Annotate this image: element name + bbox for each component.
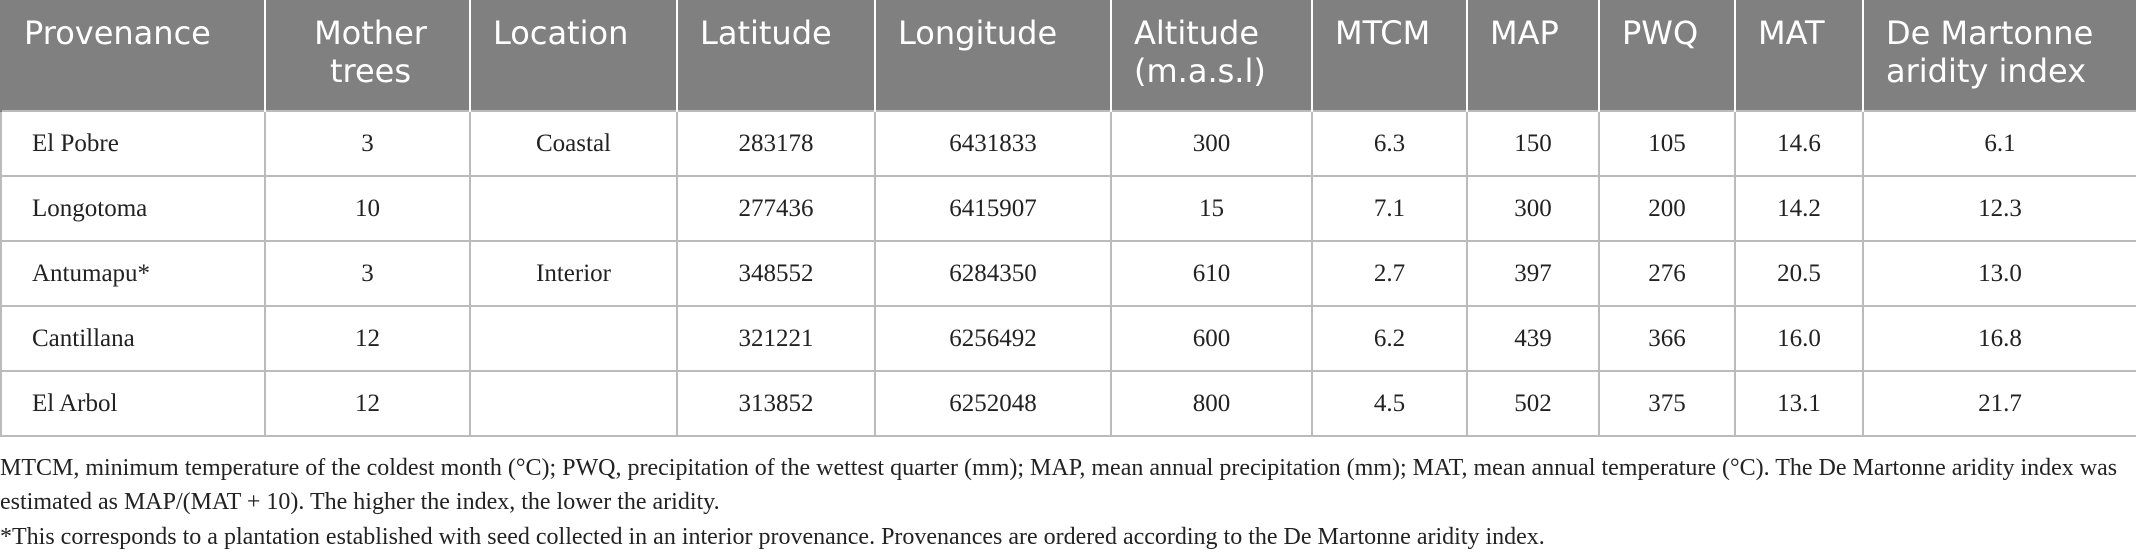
table-cell: Antumapu* [0,240,266,307]
table-cell [469,305,678,372]
footnote: MTCM, minimum temperature of the coldest… [0,455,2118,515]
table-row: El Arbol 12 313852 6252048 800 4.5 502 375 13.1 2… [0,370,2136,437]
header-row: Provenance Mother trees Location Latitude Lo… [0,0,2136,111]
table-cell: 7.1 [1311,175,1468,242]
table-cell: 6256492 [874,305,1112,372]
table-cell: 4.5 [1311,370,1468,437]
table-cell: 375 [1598,370,1736,437]
table-cell: 14.2 [1734,175,1864,242]
table-body: El Pobre 3 Coastal 283178 6431833 300 6.3 150 10… [0,110,2136,437]
table-cell [469,370,678,437]
column-header: PWQ [1598,0,1735,111]
table-cell: 16.0 [1734,305,1864,372]
table-cell: 348552 [676,240,876,307]
column-header: De Martonne aridity index [1862,0,2136,111]
table-cell: 366 [1598,305,1736,372]
table-cell: 150 [1466,110,1600,177]
table-cell: 21.7 [1862,370,2136,437]
table-cell: 3 [264,110,471,177]
table-cell: 276 [1598,240,1736,307]
table-cell: El Pobre [0,110,266,177]
footnotes: MTCM, minimum temperature of the coldest… [0,451,2136,554]
table-row: El Pobre 3 Coastal 283178 6431833 300 6.3 150 10… [0,110,2136,177]
table-cell: 283178 [676,110,876,177]
column-header: MAP [1466,0,1599,111]
table-cell: Coastal [469,110,678,177]
column-header: MTCM [1311,0,1467,111]
table-cell: 300 [1110,110,1313,177]
table-cell: 300 [1466,175,1600,242]
table-cell: 14.6 [1734,110,1864,177]
table-cell: 16.8 [1862,305,2136,372]
column-header: Longitude [874,0,1111,111]
table-cell: 600 [1110,305,1313,372]
table-cell: 277436 [676,175,876,242]
table-cell: Longotoma [0,175,266,242]
footnote: *This corresponds to a plantation establ… [0,524,1545,550]
column-header: Provenance [0,0,265,111]
table-cell: 200 [1598,175,1736,242]
table-cell: 6415907 [874,175,1112,242]
table-cell: 439 [1466,305,1600,372]
table-cell: 6252048 [874,370,1112,437]
table-cell: 6431833 [874,110,1112,177]
column-header: Latitude [676,0,875,111]
table-cell: 12.3 [1862,175,2136,242]
table-row: Antumapu* 3 Interior 348552 6284350 610 2.7 397… [0,240,2136,307]
table-cell [469,175,678,242]
table-cell: 610 [1110,240,1313,307]
data-table: Provenance Mother trees Location Latitude Lo… [0,0,2136,437]
table-cell: 12 [264,305,471,372]
table-cell: 15 [1110,175,1313,242]
table-cell: 13.0 [1862,240,2136,307]
table-cell: 13.1 [1734,370,1864,437]
table-cell: 6.2 [1311,305,1468,372]
table-cell: 6.3 [1311,110,1468,177]
table-row: Cantillana 12 321221 6256492 600 6.2 439 366 16.… [0,305,2136,372]
table-cell: 6284350 [874,240,1112,307]
table-cell: El Arbol [0,370,266,437]
table-cell: 800 [1110,370,1313,437]
column-header: Altitude (m.a.s.l) [1110,0,1312,111]
table-cell: 502 [1466,370,1600,437]
column-header: MAT [1734,0,1863,111]
table-cell: 6.1 [1862,110,2136,177]
table-cell: 105 [1598,110,1736,177]
table-cell: 10 [264,175,471,242]
table-cell: 313852 [676,370,876,437]
column-header: Location [469,0,677,111]
table-cell: Cantillana [0,305,266,372]
table-cell: 321221 [676,305,876,372]
column-header: Mother trees [264,0,470,111]
table-cell: Interior [469,240,678,307]
table-cell: 12 [264,370,471,437]
table-cell: 3 [264,240,471,307]
table-cell: 20.5 [1734,240,1864,307]
table-cell: 397 [1466,240,1600,307]
table-row: Longotoma 10 277436 6415907 15 7.1 300 200 14.2 1… [0,175,2136,242]
table-cell: 2.7 [1311,240,1468,307]
